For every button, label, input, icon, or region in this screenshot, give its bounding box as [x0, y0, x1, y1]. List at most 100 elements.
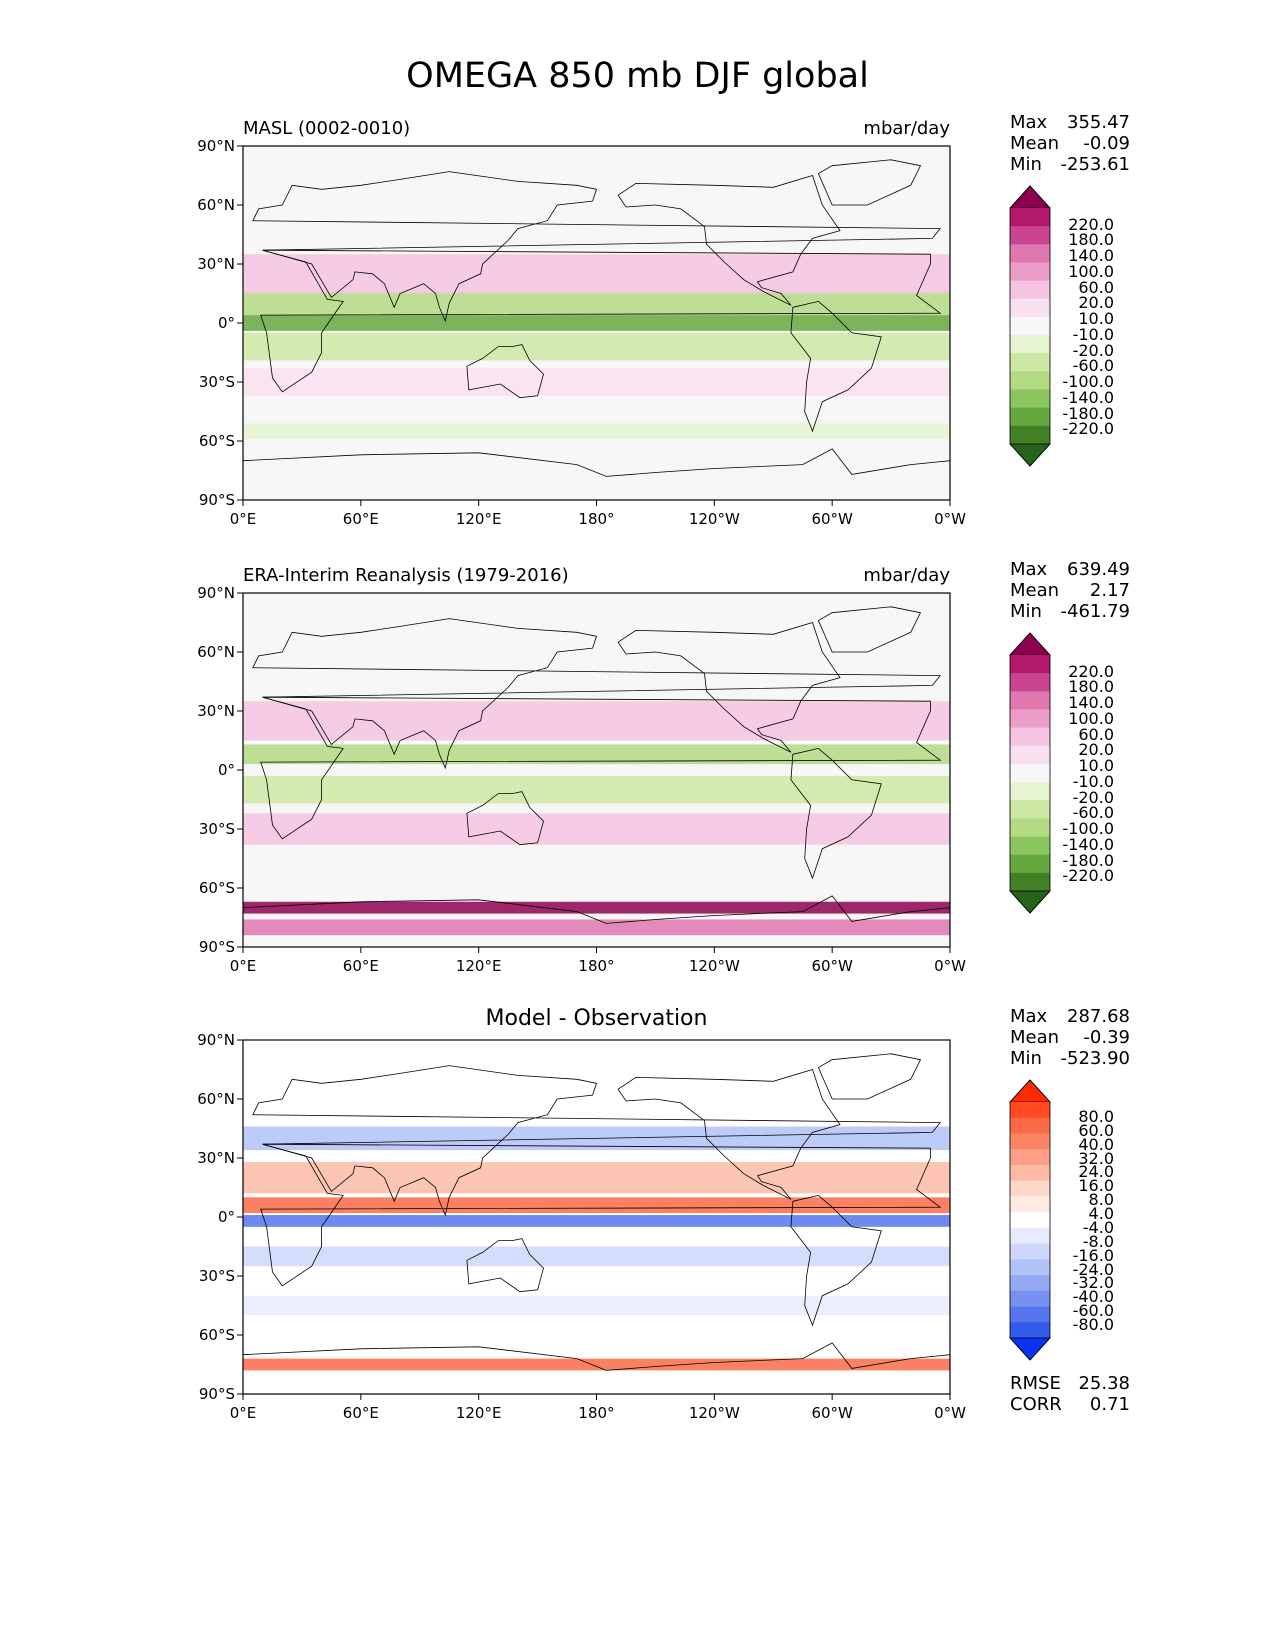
lat-tick-label: 60°S	[198, 879, 235, 897]
stat-label: CORR	[1010, 1394, 1062, 1415]
coastline-eurasia	[252, 618, 942, 770]
stat-value: 287.68	[1067, 1006, 1130, 1027]
model-map	[237, 145, 951, 506]
field-band	[243, 744, 950, 765]
lat-tick-label: 90°N	[197, 584, 235, 602]
lat-tick-label: 90°S	[198, 1385, 235, 1403]
colorbar-segment	[1010, 1227, 1050, 1245]
lon-tick-label: 180°	[578, 1404, 615, 1422]
colorbar-label: -24.0	[1072, 1259, 1114, 1279]
stat-value: -461.79	[1060, 601, 1130, 622]
coastline-africa	[260, 1143, 942, 1287]
colorbar-label: 32.0	[1078, 1148, 1114, 1168]
colorbar-label: 80.0	[1078, 1106, 1114, 1126]
colorbar-label: 140.0	[1068, 693, 1114, 713]
stat-label: Min	[1010, 154, 1042, 175]
colorbar-extend-top	[1009, 1079, 1051, 1103]
colorbar-outline	[1009, 632, 1051, 914]
lat-tick-label: 30°S	[198, 1267, 235, 1285]
stat-label: Mean	[1010, 580, 1060, 601]
lon-tick-label: 60°W	[811, 957, 853, 975]
colorbar-extend-top	[1009, 185, 1051, 209]
colorbar-label: 180.0	[1068, 230, 1114, 250]
lon-tick-label: 0°E	[229, 1404, 257, 1422]
colorbar-label: 10.0	[1078, 309, 1114, 329]
colorbar-label: 20.0	[1078, 740, 1114, 760]
colorbar-extend-bottom	[1009, 443, 1051, 467]
colorbar-segment	[1010, 1180, 1050, 1197]
colorbar-segment	[1010, 800, 1050, 819]
lat-tick-label: 0°	[217, 761, 235, 779]
colorbar-segment	[1010, 673, 1050, 692]
colorbar-segment	[1010, 727, 1050, 747]
colorbar-label: -220.0	[1062, 419, 1114, 439]
colorbar-segment	[1010, 407, 1050, 427]
colorbar-label: -4.0	[1082, 1217, 1114, 1237]
lon-tick-label: 0°E	[229, 510, 257, 528]
diff-metric-corr: CORR 0.71	[1010, 1394, 1130, 1415]
colorbar-segment	[1010, 1306, 1050, 1323]
colorbar-label: -60.0	[1072, 356, 1114, 376]
colorbar-label: 8.0	[1088, 1190, 1114, 1210]
colorbar-segment	[1010, 1322, 1050, 1339]
field-band	[243, 1358, 950, 1371]
colorbar-label: -60.0	[1072, 803, 1114, 823]
lat-tick-label: 0°	[217, 314, 235, 332]
obs-units: mbar/day	[863, 565, 950, 586]
colorbar-label: -180.0	[1062, 403, 1114, 423]
colorbar-segment	[1010, 836, 1050, 856]
colorbar-label: -140.0	[1062, 387, 1114, 407]
stat-label: Min	[1010, 1048, 1042, 1069]
colorbar-label: -10.0	[1072, 771, 1114, 791]
lon-tick-label: 120°E	[455, 957, 502, 975]
coastline-eurasia	[252, 171, 942, 323]
diff-stat-mean: Mean -0.39	[1010, 1027, 1130, 1048]
model-units: mbar/day	[863, 118, 950, 139]
lon-tick-label: 0°W	[934, 510, 966, 528]
coastline-australia	[466, 791, 544, 846]
colorbar-label: 60.0	[1078, 277, 1114, 297]
colorbar-segment	[1010, 280, 1050, 300]
stat-value: 639.49	[1067, 559, 1130, 580]
stat-label: Mean	[1010, 1027, 1060, 1048]
field-band	[243, 254, 950, 294]
lon-tick-label: 0°E	[229, 957, 257, 975]
figure-title: OMEGA 850 mb DJF global	[406, 56, 869, 96]
field-band	[243, 919, 950, 936]
colorbar-segment	[1010, 226, 1050, 245]
colorbar-segment	[1010, 782, 1050, 801]
model-stat-mean: Mean -0.09	[1010, 133, 1130, 154]
lat-tick-label: 60°N	[197, 643, 235, 661]
lon-tick-label: 180°	[578, 510, 615, 528]
model-title-left: MASL (0002-0010)	[243, 118, 411, 139]
colorbar-label: 180.0	[1068, 677, 1114, 697]
lon-tick-label: 0°W	[934, 957, 966, 975]
colorbar-segment	[1010, 818, 1050, 838]
coastline-greenland	[817, 606, 922, 653]
coastline-namerica	[617, 1069, 841, 1200]
obs-stat-max: Max 639.49	[1010, 559, 1130, 580]
colorbar-label: 100.0	[1068, 708, 1114, 728]
colorbar-segment	[1010, 371, 1050, 391]
coastline-africa	[260, 249, 942, 393]
coastline-australia	[466, 344, 544, 399]
colorbar-label: -16.0	[1072, 1245, 1114, 1265]
lat-tick-label: 30°N	[197, 255, 235, 273]
stat-label: Max	[1010, 559, 1048, 580]
colorbar-segment	[1010, 745, 1050, 765]
stat-label: Mean	[1010, 133, 1060, 154]
field-band	[243, 368, 950, 396]
colorbar-segment	[1010, 389, 1050, 409]
stat-label: Max	[1010, 1006, 1048, 1027]
model-stat-max: Max 355.47	[1010, 112, 1130, 133]
lon-tick-label: 60°E	[342, 957, 379, 975]
colorbar-segment	[1010, 655, 1050, 674]
obs-stat-min: Min -461.79	[1010, 601, 1130, 622]
lat-tick-label: 30°N	[197, 1149, 235, 1167]
colorbar-segment	[1010, 872, 1050, 892]
diff-stat-min: Min -523.90	[1010, 1048, 1130, 1069]
lon-tick-label: 120°E	[455, 1404, 502, 1422]
obs-map	[237, 592, 951, 953]
model-stat-min: Min -253.61	[1010, 154, 1130, 175]
colorbar-label: -8.0	[1082, 1231, 1114, 1251]
